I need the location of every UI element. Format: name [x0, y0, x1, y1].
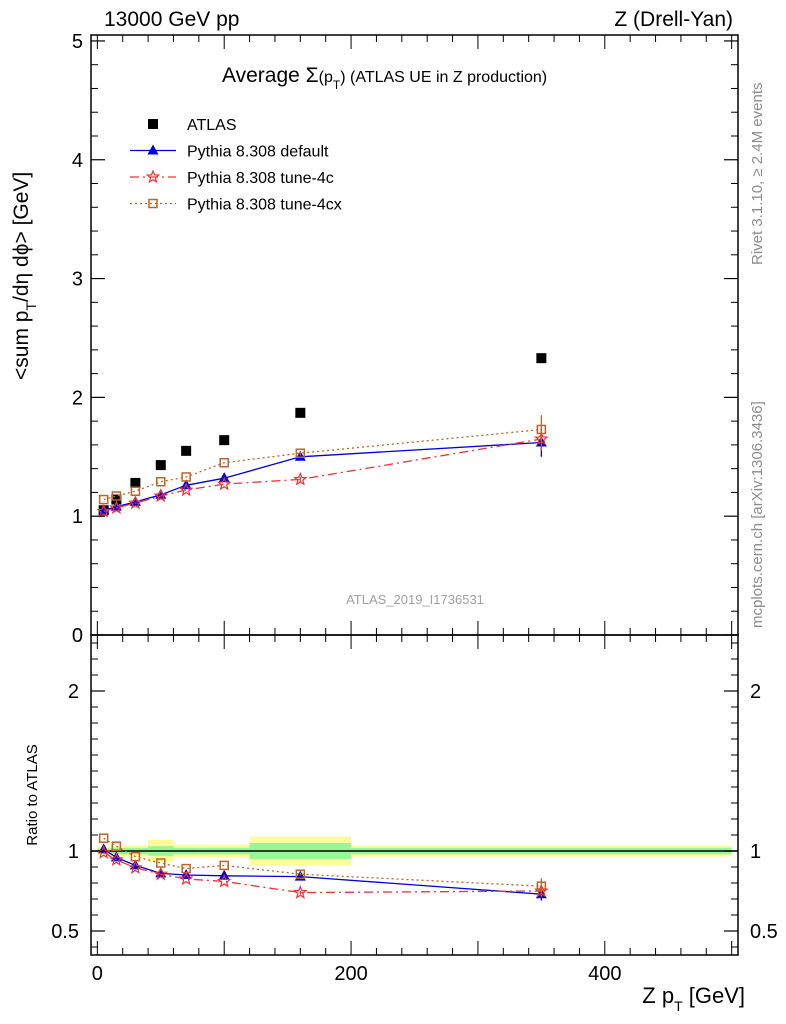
ratio-point: [98, 833, 109, 843]
main-ytick-label: 4: [72, 150, 83, 172]
legend-marker: [147, 144, 159, 155]
rivet-version-label: Rivet 3.1.10, ≥ 2.4M events: [749, 83, 766, 266]
main-ytick-label: 2: [72, 387, 83, 409]
xlabel-sub: T: [674, 998, 683, 1014]
legend-label: Pythia 8.308 tune-4cx: [187, 197, 342, 214]
ylabel-sub: T: [23, 302, 39, 311]
main-series-line-3: [103, 428, 542, 501]
ratio-xtick-label: 200: [334, 963, 367, 985]
ratio-ytick-label: 1: [68, 841, 79, 863]
ratio-point: [219, 860, 229, 871]
main-point: [130, 486, 141, 496]
ratio-ytick-label-right: 2: [750, 681, 761, 703]
main-title: Average Σ(pT) (ATLAS UE in Z production): [222, 64, 547, 92]
ylabel-main: <sum p: [10, 311, 33, 380]
main-point: [293, 471, 308, 486]
main-ytick-label: 3: [72, 269, 83, 291]
xlabel-rest: [GeV]: [683, 983, 745, 1008]
main-point: [96, 503, 111, 518]
ratio-series-line-2: [103, 837, 542, 887]
header-right-label: Z (Drell-Yan): [614, 8, 733, 31]
main-point: [153, 488, 169, 503]
ratio-xlabel: Z pT [GeV]: [642, 983, 745, 1014]
main-point: [98, 494, 109, 505]
ratio-ytick-label: 2: [68, 681, 79, 703]
ratio-panel: 0.5 0.5 1 1 2 2 0 200 400 Ratio to ATLAS Z pT [G…: [24, 634, 778, 1014]
ratio-ticks: 0.5 0.5 1 1 2 2 0 200 400: [51, 635, 778, 985]
ratio-point: [109, 852, 124, 867]
main-ticks: 0 1 2 3 4 5: [72, 31, 738, 647]
ratio-point: [111, 841, 122, 851]
xlabel-main: Z p: [642, 983, 674, 1008]
main-ylabel: <sum pT/dη dϕ> [GeV]: [10, 172, 39, 380]
main-point: [536, 424, 547, 435]
main-point: [178, 482, 194, 497]
main-point: [216, 476, 232, 491]
main-point: [109, 500, 124, 515]
ratio-ytick-label-right: 0.5: [750, 921, 778, 943]
mcplots-credit-label: mcplots.cern.ch [arXiv:1306.3436]: [749, 401, 766, 628]
legend-marker: [145, 169, 161, 184]
main-point: [536, 353, 547, 364]
legend-label: Pythia 8.308 default: [187, 144, 329, 161]
ratio-point: [110, 851, 122, 862]
main-series-line-1: [103, 441, 542, 511]
ratio-marks: [96, 833, 549, 901]
ratio-point: [128, 860, 143, 875]
analysis-watermark: ATLAS_2019_I1736531: [346, 592, 484, 607]
main-ytick-label: 5: [72, 31, 83, 53]
main-point: [156, 476, 166, 487]
ratio-point: [293, 884, 308, 899]
main-ytick-label: 0: [72, 625, 83, 647]
ratio-ylabel: Ratio to ATLAS: [24, 744, 41, 845]
ratio-point: [156, 858, 166, 868]
main-point: [219, 435, 230, 446]
legend-marker: [148, 198, 158, 209]
main-ytick-label: 1: [72, 506, 83, 528]
header-left-label: 13000 GeV pp: [104, 8, 239, 31]
main-point: [128, 495, 143, 510]
ratio-ytick-label: 0.5: [51, 921, 79, 943]
legend: ATLAS Pythia 8.308 default Pythia 8.308 tu…: [130, 117, 342, 214]
main-point: [181, 472, 191, 482]
main-point: [130, 477, 141, 488]
main-point: [181, 445, 192, 456]
ratio-ytick-label-right: 1: [750, 841, 761, 863]
ratio-point: [216, 873, 232, 888]
main-series-line-2: [103, 438, 542, 513]
ratio-frame: [90, 634, 739, 956]
ratio-point: [178, 871, 194, 886]
main-point: [295, 407, 306, 418]
ratio-point: [536, 881, 547, 891]
main-marks: [96, 353, 549, 518]
main-point: [219, 457, 229, 468]
main-point: [295, 448, 306, 458]
title-suffix: ) (ATLAS UE in Z production): [340, 69, 547, 86]
title-prefix: Average: [222, 64, 306, 87]
ratio-point: [153, 866, 169, 881]
ratio-point: [295, 869, 306, 879]
legend-label: ATLAS: [187, 117, 237, 134]
ratio-xtick-label: 0: [92, 963, 103, 985]
legend-label: Pythia 8.308 tune-4c: [187, 170, 334, 187]
main-point: [294, 450, 306, 461]
ratio-point: [181, 863, 191, 874]
title-sigma: Σ: [306, 64, 319, 87]
ratio-xtick-label: 400: [588, 963, 621, 985]
ylabel-rest: /dη dϕ> [GeV]: [10, 172, 33, 302]
title-mid: (p: [319, 69, 333, 86]
title-sub: T: [333, 78, 341, 92]
main-point: [111, 491, 122, 501]
main-point: [155, 460, 166, 471]
legend-marker: [148, 119, 158, 129]
ratio-point: [130, 851, 141, 862]
ratio-bands: [91, 836, 738, 866]
